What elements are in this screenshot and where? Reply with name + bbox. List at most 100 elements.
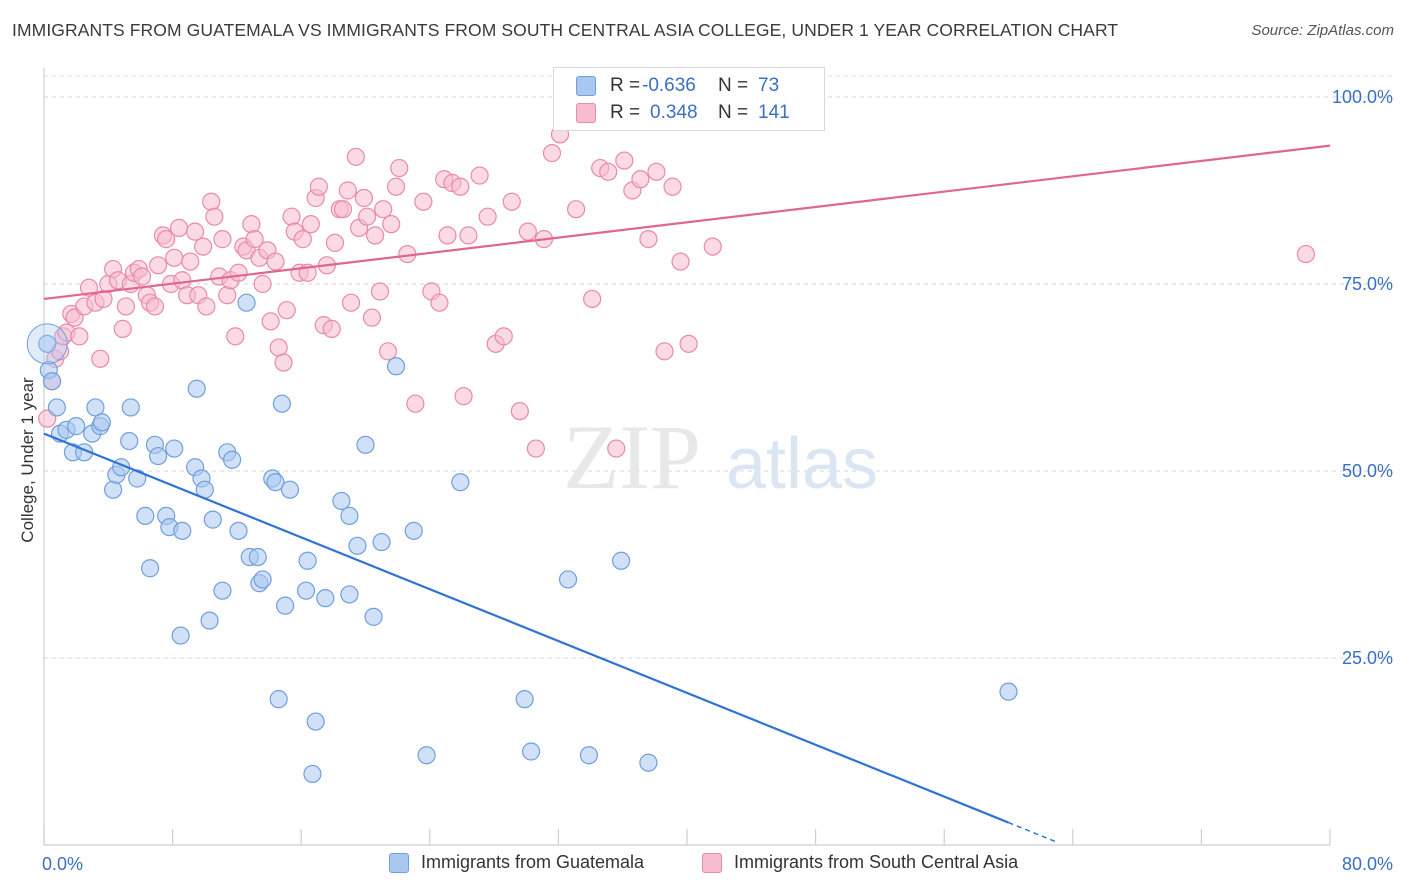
legend-n-label: N = [718,75,749,96]
data-point [203,510,222,529]
data-point [354,188,373,208]
bottom-legend-south-central-asia[interactable]: Immigrants from South Central Asia [702,852,1018,873]
data-point [348,536,367,555]
data-point [639,753,658,772]
data-point [200,611,219,630]
legend-n-label: N = [718,102,749,123]
trend-line-guatemala [43,432,1009,824]
data-point [47,398,66,417]
data-point [165,248,184,267]
data-point [451,177,470,196]
data-point [303,764,322,784]
data-point [269,690,288,709]
data-point [332,491,351,511]
data-point [599,162,618,181]
data-point [322,319,341,338]
legend-r-value: 0.348 [650,102,698,123]
data-point [242,215,261,234]
data-point [128,469,147,488]
trend-lines [43,144,1331,843]
data-point [145,297,165,316]
data-point [67,417,86,436]
data-point [91,349,110,368]
data-point [494,327,513,346]
chart-title: IMMIGRANTS FROM GUATEMALA VS IMMIGRANTS … [12,20,1119,40]
data-point [298,551,317,570]
data-point [340,585,359,604]
data-point [325,233,345,252]
data-point [338,181,357,200]
data-point [502,192,521,211]
data-point [202,192,221,211]
data-point [276,596,295,615]
data-point [132,267,152,286]
data-point [521,742,541,761]
data-point [639,230,658,249]
y-tick-label: 25.0% [1342,648,1393,668]
data-point [229,263,248,282]
data-point [364,607,383,626]
data-point [293,230,312,249]
data-point [173,521,192,540]
data-point [282,207,301,226]
data-point [999,682,1018,701]
data-point [607,439,626,458]
correlation-legend: R = -0.636 N = 73 R = 0.348 N = 141 [553,67,825,131]
trend-line-guatemala-extension [1008,821,1058,843]
legend-swatch-guatemala [576,76,596,96]
y-tick-label: 50.0% [1342,461,1393,481]
bottom-legend-label-south-central-asia: Immigrants from South Central Asia [734,852,1019,872]
data-point [301,215,320,234]
data-point [121,398,140,417]
data-point [1296,244,1315,264]
data-point-large [26,323,68,365]
data-point [266,473,285,492]
data-point [583,289,602,309]
data-point [378,342,398,361]
tick-labels: 100.0% 75.0% 50.0% 25.0% 0.0% 80.0% [42,87,1393,874]
data-point [157,230,176,249]
data-point [266,252,285,271]
watermark-atlas: atlas [726,424,878,504]
data-point [149,256,168,275]
data-point [274,353,293,372]
data-point [655,342,674,361]
data-point [38,334,57,353]
data-point [542,144,562,163]
data-point [515,690,534,709]
legend-swatch-south-central-asia [576,103,596,123]
data-point [526,439,545,458]
data-point [213,581,232,600]
source-credit: Source: ZipAtlas.com [1251,22,1394,39]
data-point [140,559,160,578]
data-point [316,589,335,608]
legend-r-value: -0.636 [642,75,696,96]
data-point [615,151,634,170]
data-point [518,222,537,241]
data-point [372,532,391,552]
data-point [309,177,328,196]
data-point [566,200,586,219]
data-point [218,286,237,305]
data-point [647,162,666,181]
data-point [70,327,89,346]
data-point [169,218,189,237]
watermark-zip: ZIP [563,406,701,508]
data-point [92,413,111,432]
legend-n-value: 73 [758,75,780,96]
legend-row-guatemala: R = -0.636 N = 73 [576,74,779,98]
data-point [386,357,406,376]
legend-r-label: R = [610,102,641,123]
data-point [362,308,382,327]
data-point [438,226,457,245]
data-point [197,297,216,316]
data-point [370,282,390,301]
data-point [42,372,62,391]
data-point [454,387,473,406]
data-point [205,207,224,226]
data-point [272,394,292,413]
data-point [430,293,449,312]
bottom-legend-guatemala[interactable]: Immigrants from Guatemala [389,852,644,873]
data-point [194,237,213,256]
data-point [277,301,296,320]
